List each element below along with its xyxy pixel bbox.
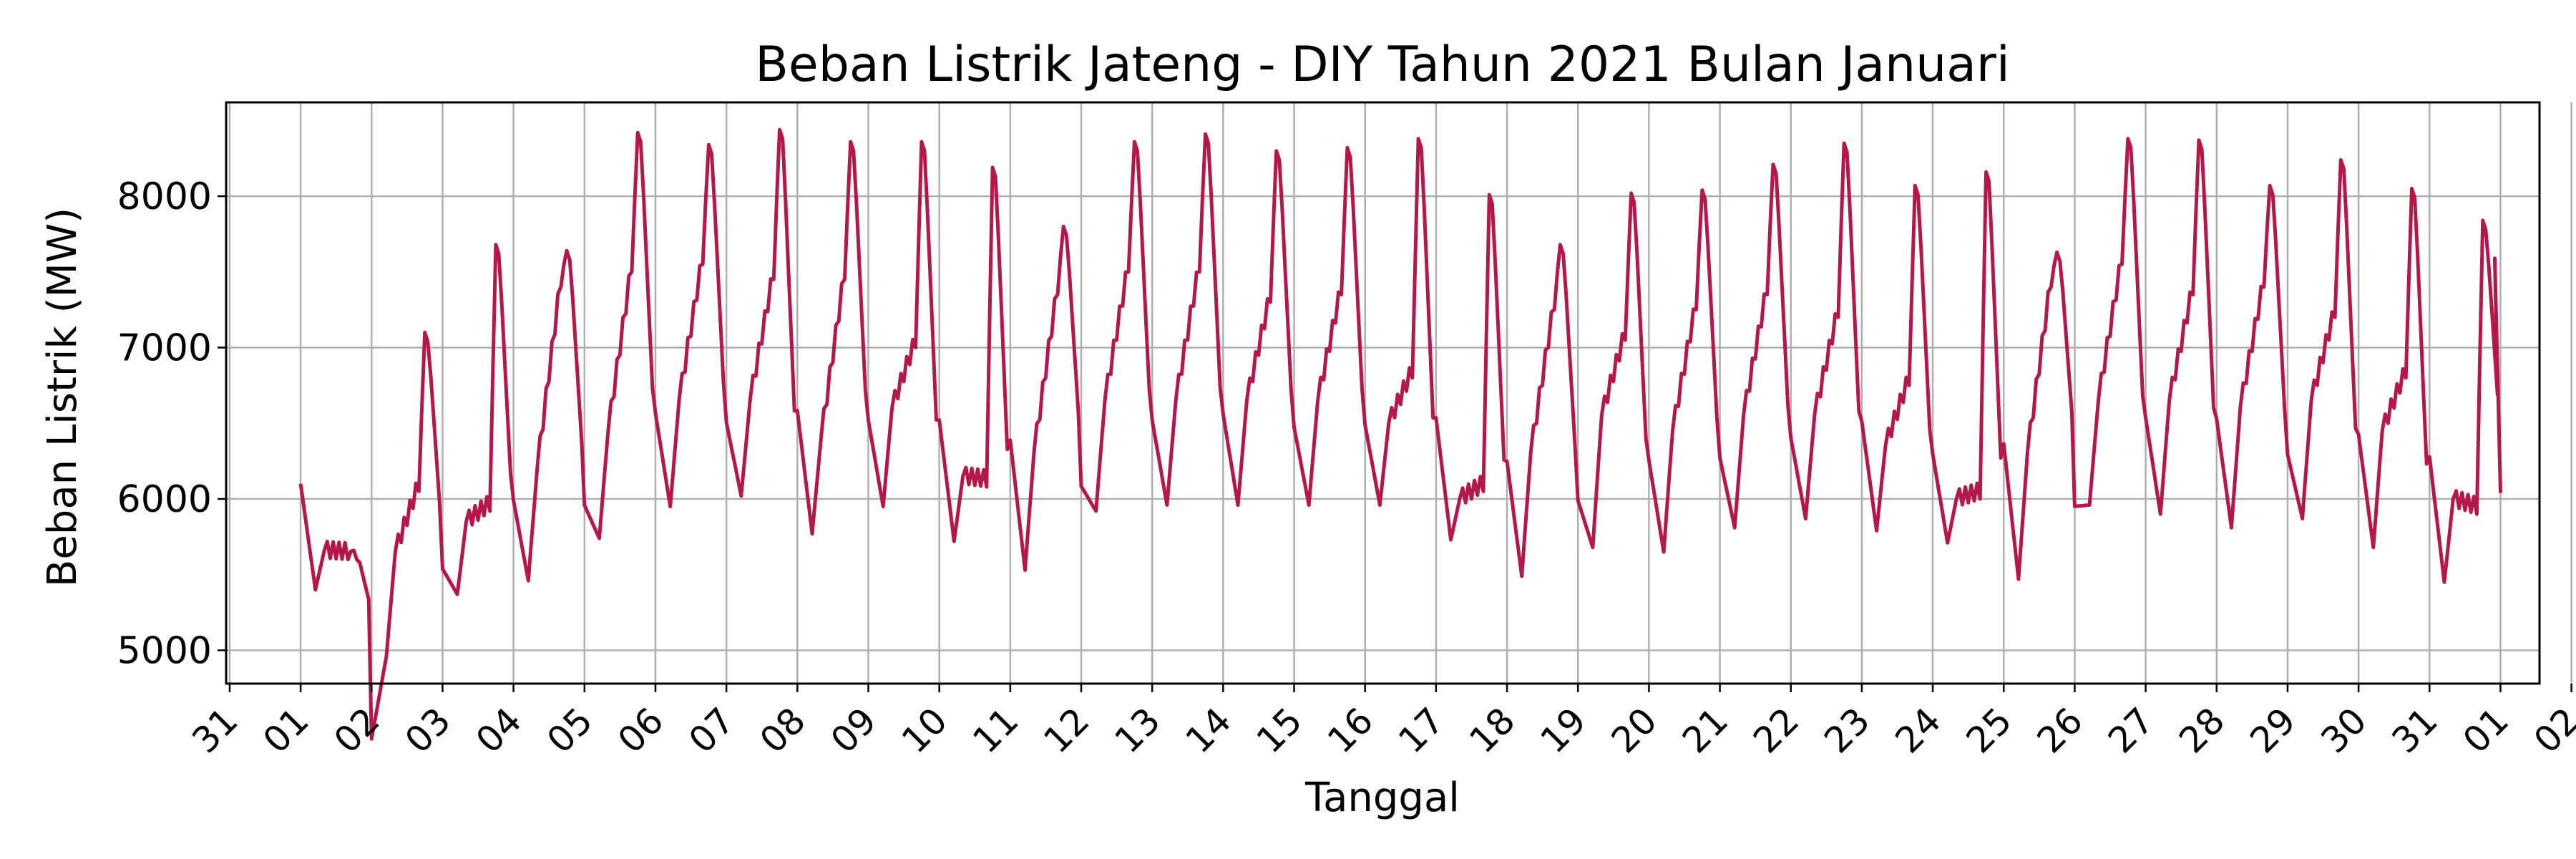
series-group [298, 127, 2502, 741]
x-tick-label: 04 [468, 699, 530, 761]
x-tick-label: 09 [823, 699, 884, 761]
plot-frame [225, 101, 2541, 685]
x-tick-label: 12 [1036, 699, 1098, 761]
x-tick-label: 01 [255, 699, 317, 761]
y-tick-label: 6000 [117, 478, 212, 521]
x-tick-label: 03 [397, 699, 459, 761]
x-tick-label: 28 [2171, 699, 2233, 761]
x-tick-label: 24 [1888, 699, 1949, 761]
x-tick-label: 18 [1462, 699, 1523, 761]
y-tick-label: 5000 [117, 629, 212, 672]
y-axis: 5000 6000 7000 8000 [117, 175, 226, 672]
x-tick-label: 16 [1319, 699, 1381, 761]
x-tick-label: 08 [752, 699, 814, 761]
x-tick-label: 19 [1533, 699, 1594, 761]
x-tick-label: 14 [1178, 699, 1239, 761]
y-tick-label: 7000 [117, 327, 212, 370]
load-series-line [298, 127, 2502, 741]
x-tick-label: 31 [2384, 699, 2446, 761]
x-axis-label: Tanggal [1304, 775, 1460, 821]
x-tick-label: 23 [1816, 699, 1878, 761]
x-tick-label: 26 [2029, 699, 2091, 761]
chart-title: Beban Listrik Jateng - DIY Tahun 2021 Bu… [755, 37, 2010, 93]
x-tick-label: 11 [965, 699, 1026, 761]
x-tick-label: 05 [539, 699, 600, 761]
x-tick-label: 29 [2242, 699, 2303, 761]
x-tick-label: 06 [610, 699, 671, 761]
x-tick-label: 17 [1390, 699, 1452, 761]
x-tick-label: 22 [1745, 699, 1807, 761]
x-tick-label: 31 [184, 699, 245, 761]
x-tick-label: 13 [1107, 699, 1169, 761]
grid [226, 102, 2572, 684]
x-tick-label: 25 [1958, 699, 2020, 761]
x-tick-label: 02 [2526, 699, 2576, 761]
x-tick-label: 30 [2313, 699, 2375, 761]
x-tick-label: 01 [2455, 699, 2517, 761]
x-tick-label: 07 [681, 699, 743, 761]
x-tick-label: 15 [1249, 699, 1310, 761]
x-tick-label: 21 [1674, 699, 1736, 761]
x-tick-label: 27 [2100, 699, 2162, 761]
x-tick-label: 20 [1604, 699, 1665, 761]
y-tick-label: 8000 [117, 175, 212, 218]
x-tick-label: 10 [894, 699, 955, 761]
y-axis-label: Beban Listrik (MW) [39, 208, 86, 587]
x-axis: 31 01 02 03 04 05 06 07 08 09 10 11 12 13 14 15 16 17 18 19… [184, 684, 2576, 761]
